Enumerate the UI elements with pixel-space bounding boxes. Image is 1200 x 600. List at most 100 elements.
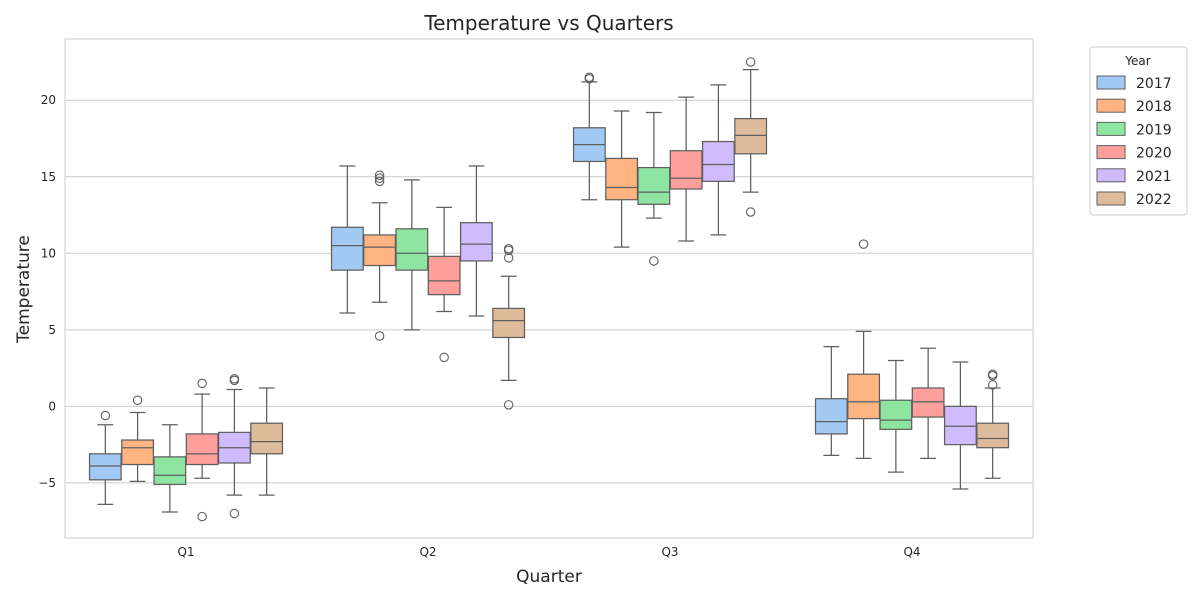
iqr-box bbox=[669, 150, 703, 190]
legend-items: 2017 2018 2019 2020 2021 2022 bbox=[1096, 75, 1172, 208]
y-tick-label: 0 bbox=[48, 399, 56, 413]
outlier-point bbox=[229, 374, 240, 384]
iqr-box bbox=[185, 433, 219, 466]
outlier-point bbox=[858, 239, 869, 249]
iqr-box bbox=[847, 373, 881, 420]
iqr-box bbox=[734, 117, 768, 155]
box-2018-Q4 bbox=[847, 239, 881, 460]
legend-item-2022: 2022 bbox=[1096, 191, 1172, 208]
y-tick-label: 15 bbox=[41, 170, 56, 184]
legend-label: 2020 bbox=[1136, 146, 1172, 162]
chart-title: Temperature vs Quarters bbox=[423, 11, 673, 35]
iqr-box bbox=[330, 226, 364, 271]
outlier-point bbox=[197, 378, 207, 389]
legend-title: Year bbox=[1124, 54, 1150, 68]
box-2018-Q2 bbox=[363, 170, 397, 341]
iqr-box bbox=[153, 456, 187, 486]
legend-swatch bbox=[1096, 121, 1126, 136]
box-2019-Q2 bbox=[395, 179, 429, 331]
legend-swatch bbox=[1096, 145, 1126, 160]
legend-item-2020: 2020 bbox=[1096, 145, 1172, 162]
iqr-box bbox=[879, 399, 913, 430]
y-grid bbox=[65, 99, 1033, 484]
iqr-box bbox=[911, 387, 945, 418]
iqr-box bbox=[605, 157, 639, 201]
iqr-box bbox=[395, 228, 429, 271]
box-2020-Q1 bbox=[185, 378, 219, 522]
legend-swatch bbox=[1096, 168, 1126, 183]
x-tick-labels: Q1 Q2 Q3 Q4 bbox=[177, 545, 920, 559]
box-2019-Q3 bbox=[637, 111, 671, 266]
outlier-point bbox=[374, 170, 385, 180]
legend-item-2019: 2019 bbox=[1096, 121, 1172, 138]
iqr-box bbox=[943, 405, 977, 446]
legend-swatch bbox=[1096, 191, 1126, 206]
iqr-box bbox=[121, 439, 155, 466]
outlier-point bbox=[100, 410, 111, 421]
box-2021-Q1 bbox=[217, 374, 251, 519]
iqr-box bbox=[88, 453, 122, 481]
box-2018-Q1 bbox=[121, 395, 155, 482]
legend: Year 2017 2018 2019 2020 2021 2022 bbox=[1089, 46, 1188, 216]
iqr-box bbox=[814, 398, 848, 435]
outlier-point bbox=[503, 400, 514, 410]
plot-area-frame bbox=[64, 38, 1034, 539]
outlier-point bbox=[229, 508, 240, 519]
legend-label: 2018 bbox=[1136, 99, 1172, 115]
box-2020-Q3 bbox=[669, 96, 703, 242]
box-2022-Q3 bbox=[734, 57, 768, 217]
y-tick-label: 10 bbox=[41, 246, 56, 260]
iqr-box bbox=[701, 140, 735, 182]
boxes bbox=[88, 57, 1010, 522]
legend-label: 2022 bbox=[1136, 192, 1172, 208]
box-2021-Q2 bbox=[459, 165, 493, 317]
outlier-point bbox=[987, 380, 998, 390]
iqr-box bbox=[427, 255, 461, 296]
legend-label: 2021 bbox=[1136, 169, 1172, 185]
iqr-box bbox=[363, 234, 397, 267]
box-2022-Q4 bbox=[976, 369, 1010, 479]
outlier-point bbox=[439, 352, 449, 363]
x-tick-label: Q2 bbox=[419, 545, 436, 559]
box-2020-Q2 bbox=[427, 206, 461, 363]
box-2017-Q3 bbox=[572, 72, 606, 201]
box-2018-Q3 bbox=[605, 110, 639, 248]
legend-swatch bbox=[1096, 75, 1126, 90]
iqr-box bbox=[250, 422, 284, 455]
legend-label: 2017 bbox=[1136, 76, 1172, 92]
iqr-box bbox=[459, 222, 493, 262]
outlier-point bbox=[503, 243, 514, 254]
box-2019-Q4 bbox=[879, 359, 913, 473]
outlier-point bbox=[745, 57, 756, 67]
outlier-point bbox=[374, 176, 385, 187]
box-2020-Q4 bbox=[911, 347, 945, 460]
outlier-point bbox=[649, 256, 659, 266]
outlier-point bbox=[987, 370, 998, 381]
box-2021-Q4 bbox=[943, 361, 977, 490]
box-2021-Q3 bbox=[701, 84, 735, 236]
y-axis-label: Temperature bbox=[14, 235, 34, 344]
x-axis-label: Quarter bbox=[516, 567, 582, 587]
outlier-point bbox=[197, 511, 207, 522]
legend-swatch bbox=[1096, 98, 1126, 113]
iqr-box bbox=[976, 422, 1010, 449]
x-tick-label: Q4 bbox=[903, 545, 920, 559]
y-tick-label: 5 bbox=[48, 323, 56, 337]
legend-item-2017: 2017 bbox=[1096, 75, 1172, 92]
x-tick-label: Q1 bbox=[177, 545, 194, 559]
outlier-point bbox=[374, 173, 385, 184]
legend-item-2018: 2018 bbox=[1096, 98, 1172, 115]
x-tick-label: Q3 bbox=[661, 545, 678, 559]
box-2017-Q1 bbox=[88, 410, 122, 505]
y-tick-label: 20 bbox=[41, 93, 56, 107]
outlier-point bbox=[745, 207, 756, 217]
box-2022-Q2 bbox=[492, 243, 526, 410]
box-2017-Q4 bbox=[814, 346, 848, 456]
box-2019-Q1 bbox=[153, 424, 187, 513]
legend-item-2021: 2021 bbox=[1096, 168, 1172, 185]
box-2017-Q2 bbox=[330, 165, 364, 314]
outlier-point bbox=[374, 331, 385, 341]
iqr-box bbox=[492, 307, 526, 339]
outlier-point bbox=[584, 74, 595, 84]
